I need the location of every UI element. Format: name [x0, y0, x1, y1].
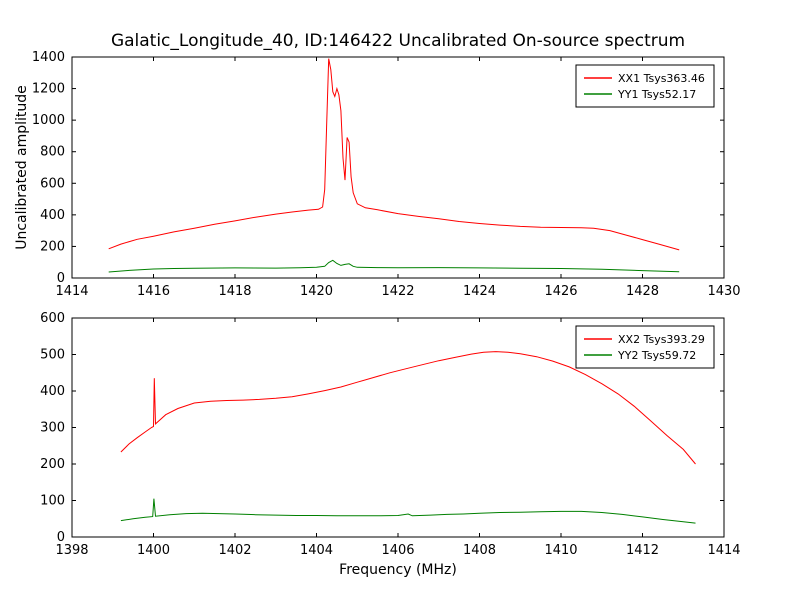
y-tick-label: 500 [40, 348, 65, 363]
y-tick-label: 200 [40, 457, 65, 472]
x-tick-label: 1430 [707, 284, 740, 299]
x-tick-label: 1424 [463, 284, 496, 299]
y-tick-label: 400 [40, 384, 65, 399]
series-line-XX1 [108, 58, 680, 251]
y-tick-label: 300 [40, 421, 65, 436]
series-line-YY1 [108, 259, 680, 273]
x-tick-label: 1420 [300, 284, 333, 299]
y-tick-label: 1000 [32, 113, 65, 128]
x-tick-label: 1426 [544, 284, 577, 299]
x-tick-label: 1412 [626, 543, 659, 558]
x-tick-label: 1422 [381, 284, 414, 299]
x-tick-label: 1404 [300, 543, 333, 558]
x-axis-label: Frequency (MHz) [339, 562, 457, 578]
x-tick-label: 1428 [626, 284, 659, 299]
x-tick-label: 1408 [463, 543, 496, 558]
legend-label: XX1 Tsys363.46 [618, 72, 705, 85]
x-tick-label: 1402 [218, 543, 251, 558]
x-tick-label: 1398 [55, 543, 88, 558]
x-tick-label: 1406 [381, 543, 414, 558]
y-tick-label: 400 [40, 208, 65, 223]
series-line-XX2 [120, 351, 696, 465]
y-tick-label: 1400 [32, 50, 65, 65]
top-axes: 1414 1416 1418 1420 1422 1424 1426 1428 1430 0 200… [14, 31, 741, 299]
y-tick-label: 1200 [32, 82, 65, 97]
x-tick-label: 1418 [218, 284, 251, 299]
x-tick-label: 1416 [137, 284, 170, 299]
y-tick-label: 0 [57, 530, 65, 545]
y-tick-label: 100 [40, 494, 65, 509]
legend-label: XX2 Tsys393.29 [618, 333, 705, 346]
x-tick-label: 1414 [707, 543, 740, 558]
y-tick-label: 800 [40, 145, 65, 160]
y-axis-label: Uncalibrated amplitude [14, 85, 30, 250]
chart-title: Galatic_Longitude_40, ID:146422 Uncalibr… [111, 31, 685, 51]
y-tick-label: 200 [40, 239, 65, 254]
legend-box [575, 64, 715, 108]
x-tick-label: 1414 [55, 284, 88, 299]
legend-box [575, 325, 715, 369]
y-tick-label: 0 [57, 271, 65, 286]
x-tick-label: 1410 [544, 543, 577, 558]
bottom-axes: 1398 1400 1402 1404 1406 1408 1410 1412 1414 0 100… [40, 311, 740, 578]
y-tick-label: 600 [40, 176, 65, 191]
y-tick-label: 600 [40, 311, 65, 326]
series-line-YY2 [120, 498, 696, 524]
x-tick-label: 1400 [137, 543, 170, 558]
legend-label: YY1 Tsys52.17 [617, 88, 696, 101]
legend-label: YY2 Tsys59.72 [617, 349, 696, 362]
